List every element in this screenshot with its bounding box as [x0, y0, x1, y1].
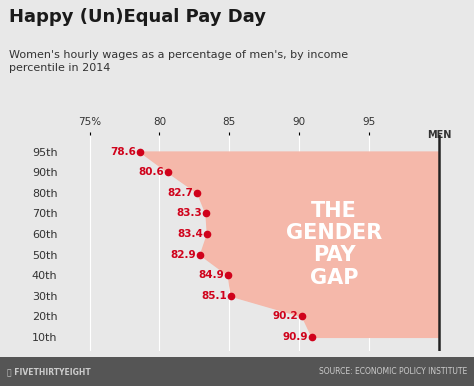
Text: 80.6: 80.6 — [138, 167, 164, 177]
Text: ⎓ FIVETHIRTYEIGHT: ⎓ FIVETHIRTYEIGHT — [7, 367, 91, 376]
Text: 90.9: 90.9 — [283, 332, 308, 342]
Text: 78.6: 78.6 — [110, 147, 137, 157]
Text: 82.9: 82.9 — [171, 249, 196, 259]
Text: 90.2: 90.2 — [273, 311, 299, 321]
Text: Women's hourly wages as a percentage of men's, by income
percentile in 2014: Women's hourly wages as a percentage of … — [9, 50, 348, 73]
Text: THE
GENDER
PAY
GAP: THE GENDER PAY GAP — [286, 201, 382, 288]
Text: MEN: MEN — [427, 130, 451, 140]
Text: 85.1: 85.1 — [201, 291, 227, 301]
Text: 83.3: 83.3 — [176, 208, 202, 218]
Text: SOURCE: ECONOMIC POLICY INSTITUTE: SOURCE: ECONOMIC POLICY INSTITUTE — [319, 367, 467, 376]
Text: 82.7: 82.7 — [168, 188, 194, 198]
Text: 84.9: 84.9 — [199, 270, 224, 280]
Text: 83.4: 83.4 — [178, 229, 203, 239]
Text: Happy (Un)Equal Pay Day: Happy (Un)Equal Pay Day — [9, 8, 266, 26]
